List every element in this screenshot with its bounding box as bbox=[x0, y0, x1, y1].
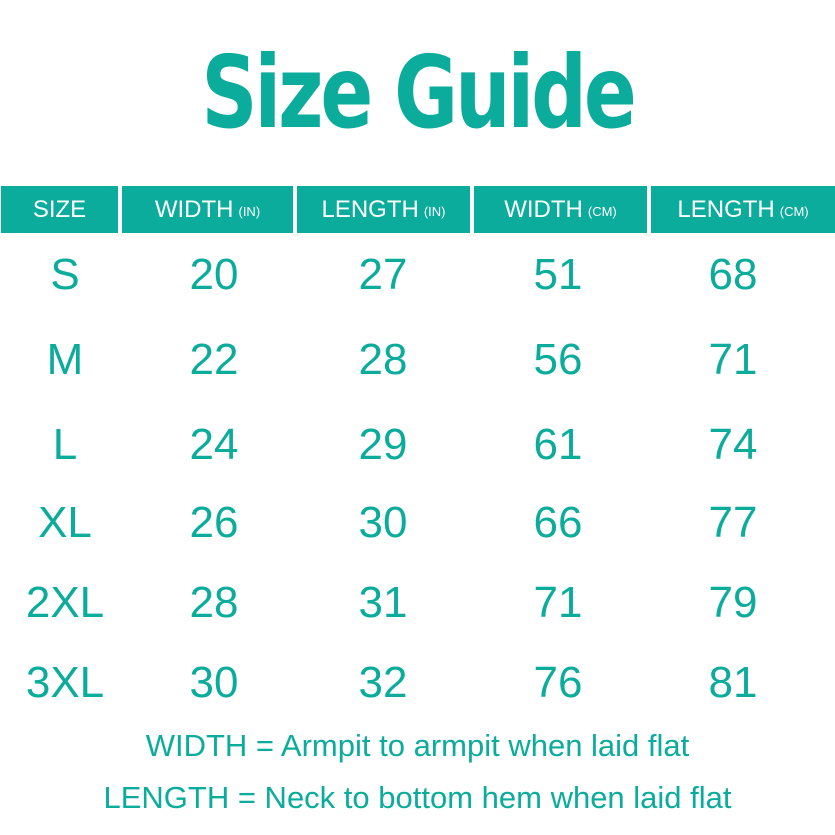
measurement-cell: 81 bbox=[708, 658, 758, 707]
measurement-cell: 29 bbox=[358, 420, 408, 469]
measurement-cell: 24 bbox=[189, 420, 239, 469]
measurement-cell: 30 bbox=[189, 658, 239, 707]
size-label: M bbox=[46, 335, 84, 384]
measurement-cell: 74 bbox=[708, 420, 758, 469]
size-label: 3XL bbox=[25, 658, 105, 707]
measurement-cell: 56 bbox=[533, 335, 583, 384]
width-note: WIDTH = Armpit to armpit when laid flat bbox=[145, 728, 690, 763]
size-label: 2XL bbox=[25, 578, 105, 627]
measurement-cell: 77 bbox=[708, 498, 758, 547]
size-label: S bbox=[50, 250, 80, 299]
column-header: SIZE bbox=[1, 186, 118, 233]
header-label: WIDTH bbox=[504, 195, 583, 223]
measurement-cell: 27 bbox=[358, 250, 408, 299]
measurement-cell: 30 bbox=[358, 498, 408, 547]
measurement-cell: 68 bbox=[708, 250, 758, 299]
header-label: LENGTH bbox=[321, 195, 419, 223]
header-unit: (CM) bbox=[779, 204, 809, 219]
measurement-cell: 28 bbox=[189, 578, 239, 627]
header-label: WIDTH bbox=[154, 195, 234, 223]
page-title: Size Guide bbox=[201, 34, 636, 151]
header-unit: (IN) bbox=[238, 204, 261, 219]
size-label: L bbox=[52, 420, 78, 469]
column-header: WIDTH (CM) bbox=[474, 186, 647, 233]
measurement-cell: 20 bbox=[189, 250, 239, 299]
measurement-cell: 66 bbox=[533, 498, 583, 547]
measurement-cell: 26 bbox=[189, 498, 239, 547]
column-header: LENGTH (IN) bbox=[297, 186, 470, 233]
column-header: WIDTH (IN) bbox=[122, 186, 293, 233]
measurement-cell: 32 bbox=[358, 658, 408, 707]
measurement-cell: 28 bbox=[358, 335, 408, 384]
measurement-cell: 71 bbox=[708, 335, 758, 384]
header-label: LENGTH bbox=[677, 195, 775, 223]
measurement-cell: 31 bbox=[358, 578, 408, 627]
measurement-cell: 76 bbox=[533, 658, 583, 707]
measurement-cell: 61 bbox=[533, 420, 583, 469]
column-header: LENGTH (CM) bbox=[651, 186, 835, 233]
header-label: SIZE bbox=[32, 195, 87, 223]
header-unit: (IN) bbox=[423, 204, 446, 219]
measurement-cell: 22 bbox=[189, 335, 239, 384]
measurement-cell: 51 bbox=[533, 250, 583, 299]
measurement-cell: 71 bbox=[533, 578, 583, 627]
size-label: XL bbox=[38, 498, 92, 547]
measurement-cell: 79 bbox=[708, 578, 758, 627]
length-note: LENGTH = Neck to bottom hem when laid fl… bbox=[103, 780, 732, 815]
header-unit: (CM) bbox=[587, 204, 617, 219]
